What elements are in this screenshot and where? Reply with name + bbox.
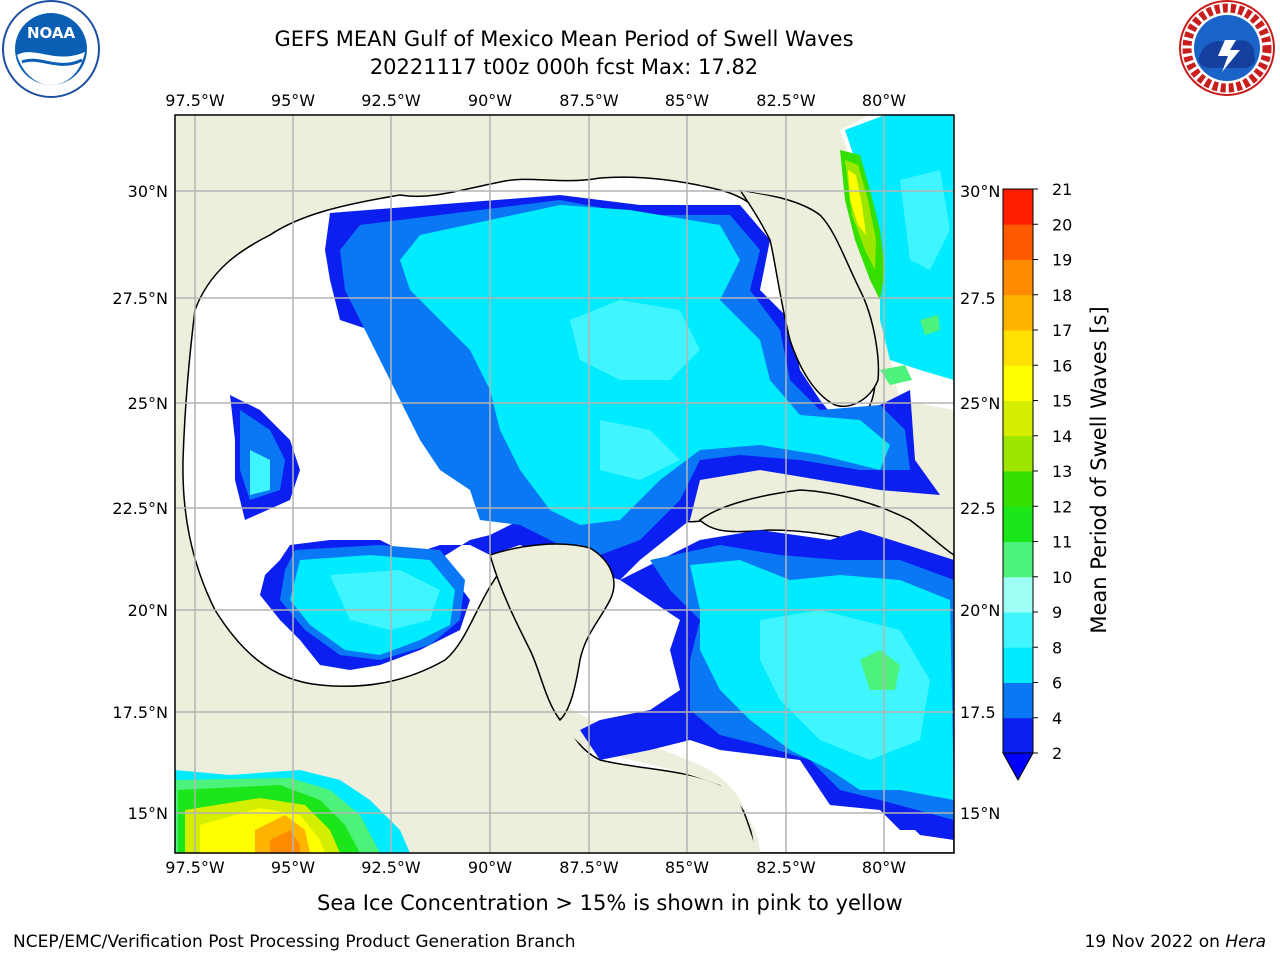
colorbar-segment [1003,259,1033,296]
colorbar-tick-label: 8 [1052,638,1062,657]
lon-labels-top: 97.5°W 95°W 92.5°W 90°W 87.5°W 85°W 82.5… [165,91,906,110]
lon-label: 90°W [468,858,512,877]
lon-label: 82.5°W [756,858,816,877]
lat-label: 30°N [960,182,1000,201]
colorbar-tick-label: 16 [1052,356,1072,375]
lon-label: 82.5°W [756,91,816,110]
lon-label: 87.5°W [559,858,619,877]
colorbar-segment [1003,506,1033,542]
colorbar: 2 4 6 8 9 10 11 12 13 14 15 16 17 18 19 20 21 [1002,180,1072,782]
colorbar-tick-label: 15 [1052,392,1072,411]
lon-label: 85°W [665,858,709,877]
lat-label: 22.5 [960,499,996,518]
colorbar-segment [1003,717,1033,754]
colorbar-segment [1003,612,1033,648]
lon-label: 80°W [862,91,906,110]
colorbar-label: Mean Period of Swell Waves [s] [1087,306,1111,633]
colorbar-tick-label: 6 [1052,674,1062,693]
colorbar-segment [1003,400,1033,437]
sea-ice-note: Sea Ice Concentration > 15% is shown in … [317,891,903,915]
colorbar-tick-label: 2 [1052,744,1062,763]
lon-label: 85°W [665,91,709,110]
run-date-text: 19 Nov 2022 on [1084,932,1226,952]
map-area [175,115,954,853]
lon-label: 95°W [271,91,315,110]
lon-label: 97.5°W [165,858,225,877]
colorbar-tick-label: 19 [1052,251,1072,270]
swell-band-8-9 [250,170,950,760]
colorbar-tick-label: 10 [1052,568,1072,587]
colorbar-segment [1003,224,1033,260]
graticule [175,115,954,853]
lat-labels-left: 30°N 27.5°N 25°N 22.5°N 20°N 17.5°N 15°N [112,182,168,823]
lat-label: 30°N [128,182,168,201]
lon-label: 90°W [468,91,512,110]
lat-label: 25°N [960,394,1000,413]
lon-label: 95°W [271,858,315,877]
colorbar-segment [1003,541,1033,578]
lon-label: 97.5°W [165,91,225,110]
lat-label: 15°N [128,804,168,823]
colorbar-segment [1003,365,1033,401]
florida-land-north [700,115,845,215]
yucatan-land [489,543,615,722]
map-subtitle: 20221117 t00z 000h fcst Max: 17.82 [369,55,759,79]
lon-label: 87.5°W [559,91,619,110]
colorbar-segment [1003,189,1033,225]
map-frame [174,114,955,854]
lat-label: 25°N [128,394,168,413]
lat-label: 17.5 [960,703,996,722]
colorbar-tick-label: 14 [1052,427,1072,446]
lat-label: 22.5°N [112,499,168,518]
colorbar-tick-label: 13 [1052,462,1072,481]
lat-label: 17.5°N [112,703,168,722]
colorbar-segment [1003,330,1033,366]
colorbar-tick-label: 21 [1052,180,1072,199]
lat-label: 27.5 [960,289,996,308]
colorbar-tick-label: 9 [1052,603,1062,622]
colorbar-segment [1003,682,1033,719]
credit-line: NCEP/EMC/Verification Post Processing Pr… [13,932,576,952]
lon-labels-bottom: 97.5°W 95°W 92.5°W 90°W 87.5°W 85°W 82.5… [165,858,906,877]
lon-label: 92.5°W [361,91,421,110]
host-name: Hera [1225,932,1266,952]
colorbar-segment [1003,294,1033,331]
lat-label: 15°N [960,804,1000,823]
lat-label: 20°N [960,601,1000,620]
colorbar-tick-label: 20 [1052,215,1072,234]
colorbar-tick-label: 11 [1052,533,1072,552]
colorbar-extend-arrow [1002,752,1034,782]
colorbar-tick-label: 18 [1052,286,1072,305]
colorbar-segment [1003,647,1033,683]
nws-logo [1179,0,1275,96]
colorbar-segment [1003,471,1033,507]
swell-band-green-yellow-east [840,150,940,690]
colorbar-tick-label: 4 [1052,709,1062,728]
lon-label: 92.5°W [361,858,421,877]
colorbar-segment [1003,435,1033,472]
run-date: 19 Nov 2022 on Hera [1084,932,1266,952]
lat-label: 20°N [128,601,168,620]
colorbar-tick-label: 12 [1052,497,1072,516]
lat-label: 27.5°N [112,289,168,308]
lat-labels-right: 30°N 27.5 25°N 22.5 20°N 17.5 15°N [960,182,1000,823]
map-title: GEFS MEAN Gulf of Mexico Mean Period of … [274,27,854,51]
colorbar-segment [1003,576,1033,613]
noaa-logo: NOAA [2,0,100,98]
colorbar-tick-label: 17 [1052,321,1072,340]
cuba-island [698,489,954,576]
noaa-wordmark: NOAA [27,24,76,42]
lon-label: 80°W [862,858,906,877]
